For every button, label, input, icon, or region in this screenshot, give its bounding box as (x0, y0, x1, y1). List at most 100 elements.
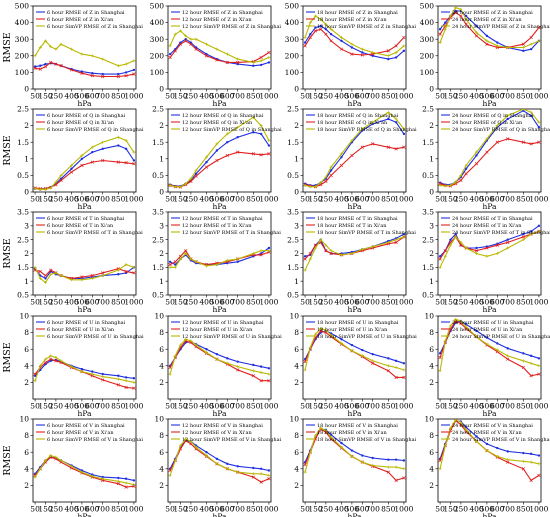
data-point-simvp (402, 368, 406, 372)
data-point-shanghai (259, 365, 263, 368)
data-point-shanghai (371, 122, 374, 126)
data-point-xian (402, 35, 406, 40)
data-point-xian (173, 49, 177, 53)
data-point-shanghai (80, 469, 84, 472)
series-group (33, 263, 136, 285)
x-tick-label: 600 (355, 298, 370, 307)
x-tick-label: 400 (199, 298, 214, 307)
data-point-simvp (132, 380, 136, 384)
data-point-simvp (464, 17, 468, 21)
y-tick-label: 8 (24, 328, 29, 337)
data-point-shanghai (350, 343, 354, 347)
data-point-simvp (474, 150, 478, 154)
data-point-xian (339, 47, 344, 51)
data-point-shanghai (496, 342, 499, 345)
y-tick-label: 0.5 (287, 291, 299, 300)
data-point-simvp (529, 42, 533, 46)
data-point-xian (101, 158, 105, 163)
x-tick-label: 250 (454, 505, 469, 514)
data-point-simvp (184, 34, 188, 38)
y-tick-label: 6 (429, 345, 434, 354)
data-point-simvp (204, 155, 208, 159)
x-tick-label: 400 (334, 402, 349, 411)
x-tick-label: 700 (231, 195, 246, 204)
legend-entry: 12 hour RMSE of U in Shanghai (182, 320, 264, 326)
data-point-shanghai (324, 28, 328, 31)
data-point-simvp (33, 54, 37, 58)
plot-frame (437, 5, 542, 90)
data-point-xian (101, 378, 105, 382)
y-tick-label: 2.5 (287, 235, 299, 244)
data-point-simvp (324, 175, 328, 179)
data-point-simvp (443, 339, 447, 343)
data-point-simvp (178, 185, 182, 189)
data-point-shanghai (252, 363, 255, 367)
data-point-shanghai (80, 157, 84, 160)
data-point-simvp (189, 37, 193, 41)
data-point-xian (132, 484, 136, 488)
x-tick-label: 1000 (529, 298, 548, 307)
data-point-xian (521, 235, 525, 239)
data-point-xian (308, 35, 312, 40)
x-tick-label: 400 (199, 92, 214, 101)
data-point-shanghai (394, 359, 398, 363)
data-point-xian (402, 476, 406, 480)
series-group (168, 29, 271, 67)
x-tick-label: 250 (184, 195, 199, 204)
data-point-simvp (189, 339, 193, 343)
data-point-simvp (506, 114, 510, 118)
legend-entry: 12 hour RMSE of Z in Shanghai (182, 10, 263, 16)
legend-entry: 6 hour RMSE of U in Xi'an (47, 327, 115, 333)
data-point-shanghai (475, 246, 478, 250)
series-group (168, 337, 271, 383)
data-point-xian (303, 463, 307, 467)
y-tick-label: 0 (429, 85, 434, 94)
x-tick-label: 50 (300, 402, 310, 411)
data-point-shanghai (44, 277, 47, 280)
series-group (303, 426, 406, 483)
data-point-shanghai (91, 150, 94, 154)
data-point-xian (69, 170, 74, 174)
data-point-simvp (90, 276, 94, 280)
data-point-shanghai (529, 452, 533, 456)
x-tick-label: 400 (199, 195, 214, 204)
data-point-shanghai (267, 61, 271, 64)
y-tick-label: 300 (420, 35, 435, 44)
y-tick-label: 4 (294, 464, 299, 473)
data-point-shanghai (394, 458, 398, 461)
y-tick-label: 0 (294, 188, 299, 197)
y-tick-label: 1 (24, 277, 29, 286)
x-axis-label: hPa (347, 512, 362, 517)
data-point-simvp (101, 477, 105, 481)
data-point-simvp (495, 348, 499, 352)
data-point-simvp (360, 47, 364, 51)
y-tick-label: 8 (159, 328, 164, 337)
data-point-simvp (116, 135, 120, 139)
plot-frame (437, 315, 542, 400)
y-tick-label: 400 (150, 18, 165, 27)
data-point-xian (438, 458, 442, 463)
data-point-shanghai (496, 41, 499, 44)
legend-entry: 18 hour SimVP RMSE of V in Shanghai (317, 437, 417, 443)
legend-entry: 6 hour SimVP RMSE of T in Shanghai (47, 230, 143, 236)
data-point-xian (303, 360, 307, 364)
data-point-simvp (59, 359, 63, 363)
data-point-simvp (124, 481, 128, 485)
data-point-simvp (178, 444, 182, 448)
data-point-simvp (319, 426, 323, 430)
x-tick-label: 600 (490, 505, 505, 514)
x-tick-label: 600 (355, 92, 370, 101)
x-tick-label: 1000 (529, 402, 548, 411)
legend-entry: 24 hour RMSE of Z in Xi'an (452, 17, 522, 23)
data-point-shanghai (371, 352, 374, 356)
legend-entry: 12 hour SimVP RMSE of T in Shanghai (182, 230, 281, 236)
data-point-xian (236, 368, 240, 372)
data-point-simvp (402, 467, 406, 471)
x-tick-label: 600 (220, 92, 235, 101)
x-tick-label: 400 (64, 505, 79, 514)
data-point-simvp (438, 265, 442, 269)
data-point-simvp (215, 357, 219, 361)
data-point-simvp (168, 265, 172, 269)
